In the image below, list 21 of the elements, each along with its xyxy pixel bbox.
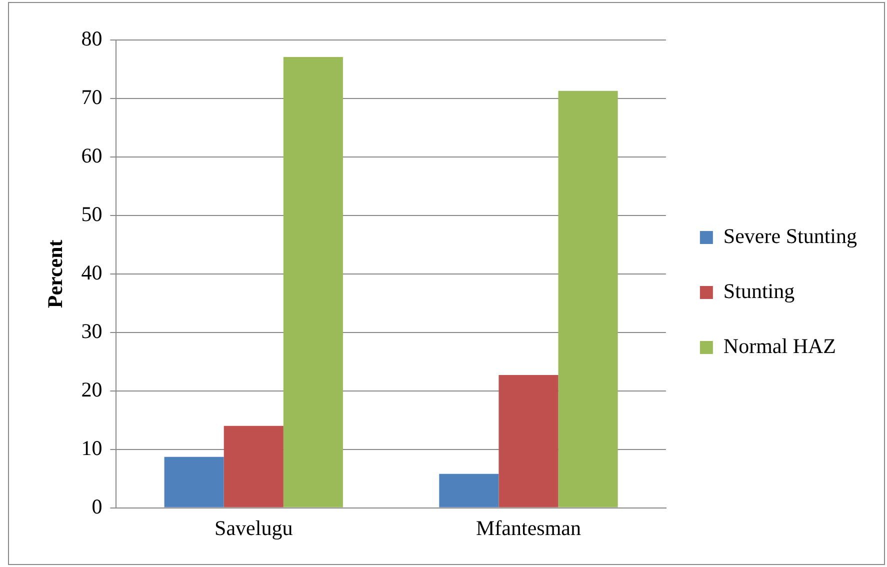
bar — [164, 456, 224, 508]
y-tick-label: 60 — [81, 143, 102, 168]
legend-label: Stunting — [723, 279, 796, 304]
x-tick-label: Savelugu — [214, 516, 294, 540]
y-tick-label: 70 — [81, 84, 102, 109]
legend-label: Normal HAZ — [723, 334, 836, 358]
y-tick-label: 20 — [81, 377, 102, 402]
y-tick-label: 10 — [81, 436, 102, 460]
y-tick-label: 40 — [81, 260, 102, 284]
y-tick-label: 30 — [81, 318, 102, 343]
bar — [558, 90, 618, 508]
bar — [224, 426, 284, 508]
x-tick-label: Mfantesman — [476, 516, 582, 540]
bar — [283, 56, 343, 508]
y-axis-title: Percent — [43, 240, 68, 308]
y-tick-label: 0 — [92, 494, 102, 518]
bar — [498, 375, 558, 508]
y-tick-label: 50 — [81, 202, 102, 226]
y-tick-label: 80 — [81, 26, 102, 51]
legend-label: Severe Stunting — [723, 224, 858, 248]
bar — [439, 474, 499, 508]
